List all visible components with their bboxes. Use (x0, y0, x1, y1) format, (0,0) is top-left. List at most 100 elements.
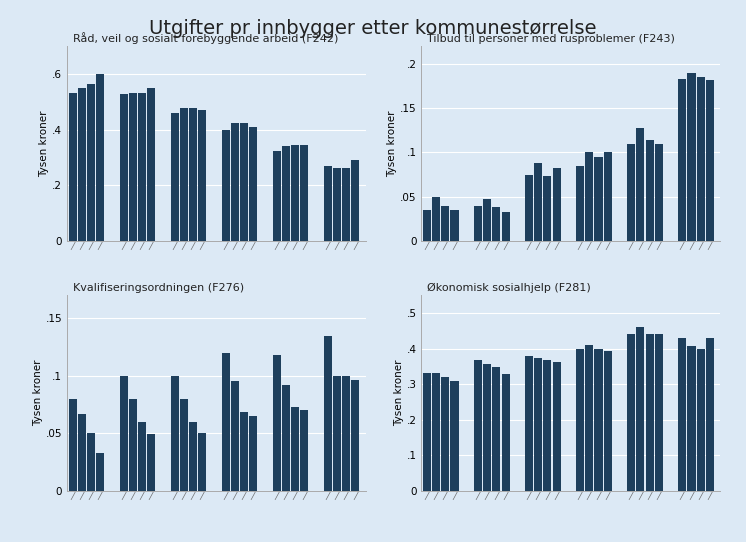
Bar (706, 80, 714, 241)
Bar (534, 358, 542, 491)
Bar (442, 206, 449, 241)
Bar (534, 163, 542, 241)
Bar (291, 145, 299, 241)
Bar (301, 145, 308, 241)
Bar (688, 346, 695, 491)
Bar (483, 364, 492, 491)
Bar (138, 93, 146, 241)
Y-axis label: Tysen kroner: Tysen kroner (394, 360, 404, 426)
Bar (119, 94, 128, 241)
Text: Økonomisk sosialhjelp (F281): Økonomisk sosialhjelp (F281) (427, 283, 592, 293)
Bar (543, 360, 551, 491)
Bar (96, 74, 104, 241)
Bar (171, 113, 179, 241)
Text: 5'-10': 5'-10' (174, 304, 203, 314)
Bar (69, 93, 77, 241)
Bar (273, 355, 281, 491)
Bar (342, 376, 351, 491)
Bar (240, 412, 248, 491)
Bar (96, 453, 104, 491)
Bar (442, 377, 449, 491)
Bar (198, 110, 207, 241)
Bar (222, 353, 230, 491)
Bar (171, 376, 179, 491)
Bar (627, 144, 636, 241)
Bar (333, 376, 341, 491)
Bar (78, 88, 86, 241)
Bar (636, 327, 645, 491)
Bar (451, 380, 459, 491)
Bar (147, 434, 155, 491)
Bar (604, 351, 612, 491)
Bar (342, 168, 351, 241)
Bar (432, 197, 440, 241)
Bar (301, 410, 308, 491)
Bar (586, 152, 593, 241)
Bar (492, 208, 501, 241)
Bar (423, 373, 431, 491)
Text: 10'-20': 10'-20' (576, 304, 612, 314)
Text: 0-2': 0-2' (431, 304, 451, 314)
Bar (324, 335, 332, 491)
Bar (501, 374, 510, 491)
Bar (129, 399, 137, 491)
Bar (249, 127, 257, 241)
Bar (483, 198, 492, 241)
Bar (678, 79, 686, 241)
Bar (655, 144, 662, 241)
Text: Tilbud til personer med rusproblemer (F243): Tilbud til personer med rusproblemer (F2… (427, 34, 675, 44)
Bar (553, 362, 561, 491)
Bar (525, 357, 533, 491)
Bar (231, 123, 239, 241)
Text: Råd, veil og sosialt forebyggende arbeid (F242): Råd, veil og sosialt forebyggende arbeid… (73, 32, 339, 44)
Text: 50'+: 50'+ (330, 304, 354, 314)
Bar (129, 93, 137, 241)
Bar (273, 151, 281, 241)
Text: 5'-10': 5'-10' (528, 304, 557, 314)
Bar (78, 414, 86, 491)
Bar (291, 406, 299, 491)
Text: 50'+: 50'+ (684, 304, 709, 314)
Y-axis label: Tysen kroner: Tysen kroner (40, 111, 49, 177)
Bar (222, 130, 230, 241)
Bar (492, 367, 501, 491)
Bar (627, 334, 636, 491)
Bar (119, 376, 128, 491)
Text: 2'-5': 2'-5' (126, 304, 148, 314)
Bar (189, 422, 197, 491)
Bar (678, 338, 686, 491)
Bar (604, 152, 612, 241)
Bar (231, 382, 239, 491)
Bar (688, 73, 695, 241)
Bar (138, 422, 146, 491)
Bar (69, 399, 77, 491)
Bar (87, 83, 95, 241)
Bar (474, 360, 482, 491)
Bar (595, 349, 603, 491)
Bar (474, 206, 482, 241)
Bar (525, 175, 533, 241)
Bar (645, 334, 653, 491)
Bar (595, 157, 603, 241)
Bar (282, 385, 290, 491)
Bar (351, 380, 360, 491)
Bar (423, 210, 431, 241)
Bar (333, 168, 341, 241)
Text: 20'-50': 20'-50' (627, 304, 663, 314)
Bar (697, 349, 705, 491)
Bar (240, 123, 248, 241)
Y-axis label: Tysen kroner: Tysen kroner (33, 360, 43, 426)
Bar (351, 160, 360, 241)
Bar (655, 334, 662, 491)
Bar (198, 433, 207, 491)
Bar (282, 146, 290, 241)
Bar (706, 338, 714, 491)
Bar (147, 88, 155, 241)
Bar (576, 166, 584, 241)
Bar (451, 210, 459, 241)
Bar (180, 108, 188, 241)
Bar (87, 433, 95, 491)
Bar (180, 399, 188, 491)
Bar (543, 176, 551, 241)
Text: 20'-50': 20'-50' (273, 304, 309, 314)
